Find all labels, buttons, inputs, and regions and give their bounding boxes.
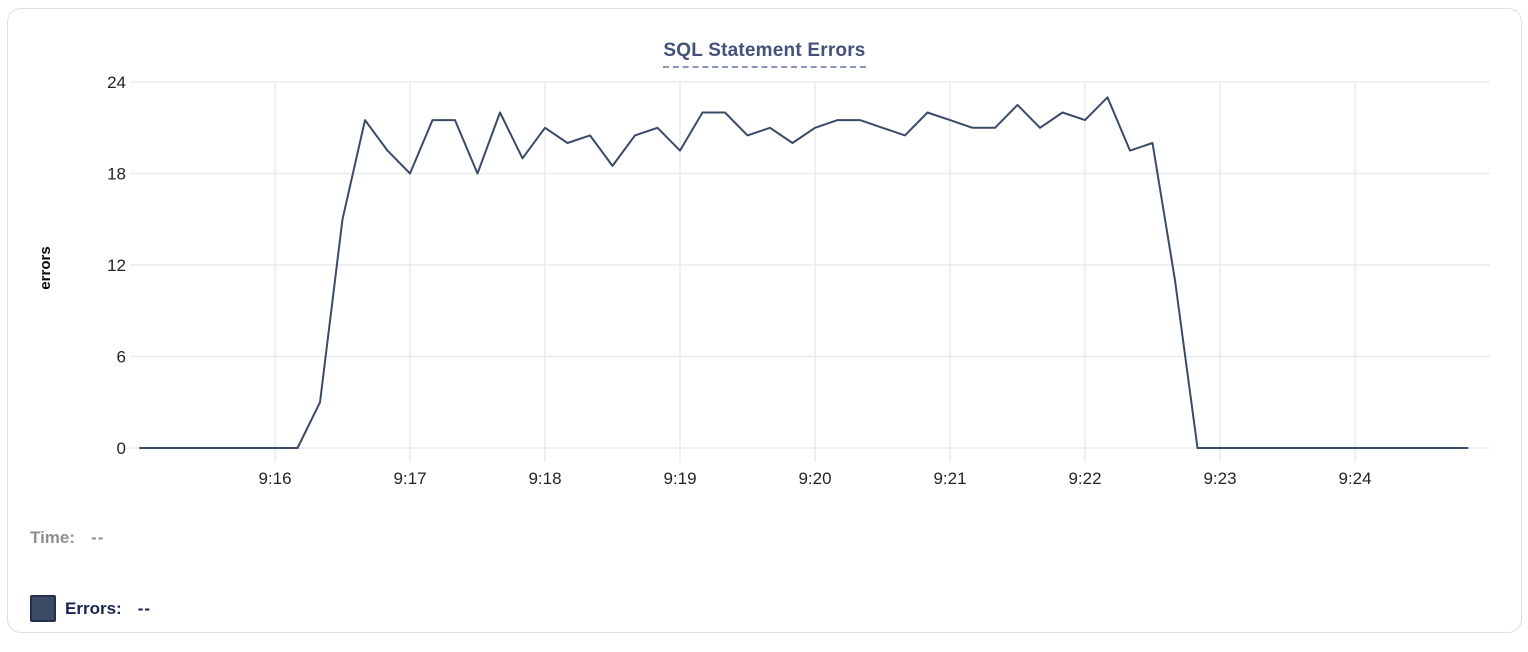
- errors-series-swatch-icon: [30, 595, 56, 622]
- y-tick-label: 12: [107, 256, 126, 275]
- y-tick-label: 0: [117, 439, 126, 458]
- errors-series-label: Errors:: [65, 598, 122, 618]
- x-tick-label: 9:23: [1203, 469, 1236, 488]
- chart-title[interactable]: SQL Statement Errors: [663, 40, 866, 68]
- x-tick-label: 9:17: [393, 469, 426, 488]
- chart-header: SQL Statement Errors: [8, 40, 1521, 68]
- y-axis-title: errors: [37, 246, 54, 289]
- x-tick-label: 9:18: [528, 469, 561, 488]
- x-tick-label: 9:19: [663, 469, 696, 488]
- x-tick-label: 9:21: [933, 469, 966, 488]
- y-tick-label: 24: [107, 73, 126, 92]
- y-tick-label: 18: [107, 165, 126, 184]
- x-tick-label: 9:16: [258, 469, 291, 488]
- tooltip-time-value: --: [91, 528, 105, 547]
- x-tick-label: 9:24: [1338, 469, 1371, 488]
- legend-item-errors[interactable]: Errors: --: [30, 595, 151, 622]
- tooltip-time-row: Time: --: [30, 528, 104, 548]
- x-tick-label: 9:20: [798, 469, 831, 488]
- tooltip-time-label: Time:: [30, 528, 76, 547]
- y-tick-label: 6: [117, 348, 126, 367]
- chart-card: SQL Statement Errors Time: -- Errors: --: [7, 8, 1522, 633]
- x-tick-label: 9:22: [1068, 469, 1101, 488]
- errors-series-value: --: [137, 598, 152, 618]
- errors-line-series[interactable]: [139, 96, 1469, 449]
